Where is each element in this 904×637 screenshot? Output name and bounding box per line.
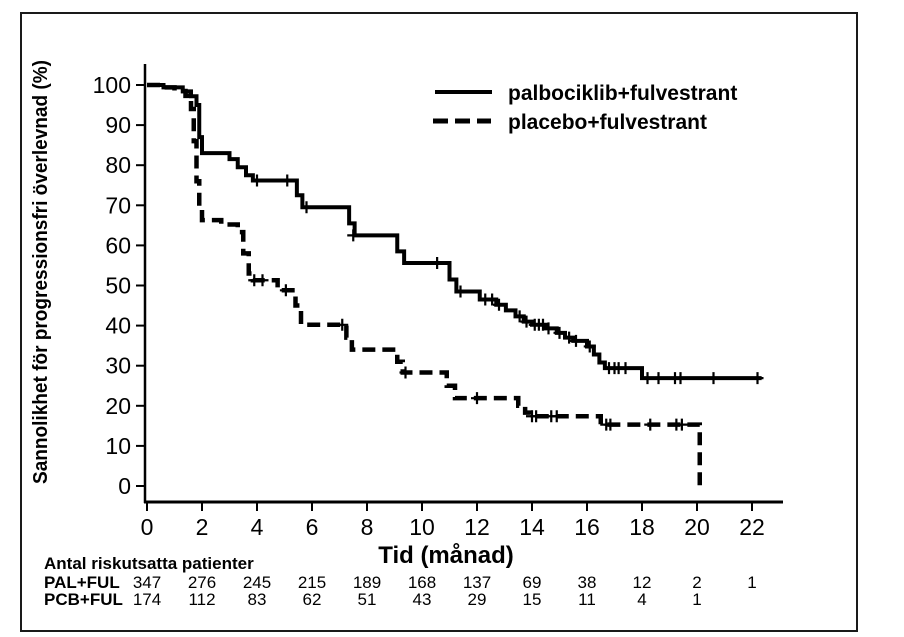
risk-count: 51 [357, 590, 377, 609]
risk-count: 43 [412, 590, 432, 609]
censor-mark [675, 418, 688, 431]
risk-row-label: PAL+FUL [44, 573, 120, 592]
legend-label-placebo: placebo+fulvestrant [508, 111, 707, 134]
x-tick-label: 22 [739, 514, 765, 540]
risk-count: 69 [522, 573, 542, 592]
censor-mark [300, 201, 313, 214]
censor-mark [550, 410, 563, 423]
risk-count: 168 [407, 573, 437, 592]
risk-count: 215 [297, 573, 327, 592]
censor-mark [399, 366, 412, 379]
risk-count: 137 [462, 573, 492, 592]
censor-mark [563, 331, 576, 344]
x-tick-label: 6 [306, 514, 319, 540]
x-tick-label: 16 [574, 514, 600, 540]
survival-curve-placebo [147, 82, 702, 486]
legend-label-palbociklib: palbociklib+fulvestrant [508, 82, 737, 105]
risk-count: 4 [637, 590, 647, 609]
censor-mark [513, 310, 526, 323]
risk-count: 1 [747, 573, 757, 592]
y-axis: 0 10 20 30 40 50 60 70 80 90 100 [93, 64, 147, 503]
y-tick-label: 50 [105, 273, 131, 299]
censor-mark [707, 372, 720, 385]
risk-count: 276 [187, 573, 217, 592]
risk-count: 15 [522, 590, 542, 609]
censor-mark [520, 315, 533, 328]
x-tick-label: 10 [409, 514, 435, 540]
censor-mark [454, 285, 467, 298]
x-axis-title: Tid (månad) [378, 542, 514, 569]
y-tick-label: 100 [93, 72, 131, 98]
censor-mark [674, 372, 687, 385]
risk-count: 11 [578, 590, 596, 609]
y-axis-title: Sannolikhet för progressionsfri överlevn… [30, 60, 52, 484]
risk-count: 12 [632, 573, 652, 592]
x-tick-label: 14 [519, 514, 545, 540]
risk-row-pcb-ful: PCB+FUL 174 112 83 62 51 43 29 15 11 4 1 [0, 590, 904, 609]
risk-count: 174 [132, 590, 162, 609]
risk-count: 83 [247, 590, 267, 609]
censor-mark [604, 418, 617, 431]
y-tick-label: 20 [105, 393, 131, 419]
risk-count: 1 [692, 590, 702, 609]
censor-mark [641, 372, 654, 385]
censor-mark [431, 257, 444, 270]
risk-row-label: PCB+FUL [44, 590, 123, 609]
x-tick-label: 8 [361, 514, 374, 540]
risk-count: 38 [577, 573, 597, 592]
censor-mark [256, 274, 269, 287]
censor-mark [751, 372, 764, 385]
censor-mark [279, 284, 292, 297]
y-tick-label: 90 [105, 112, 131, 138]
x-tick-label: 18 [629, 514, 655, 540]
risk-count: 112 [188, 590, 216, 609]
y-tick-label: 10 [105, 433, 131, 459]
y-tick-label: 70 [105, 192, 131, 218]
y-tick-label: 0 [118, 473, 131, 499]
censor-mark [542, 322, 555, 335]
x-tick-label: 0 [141, 514, 154, 540]
censor-mark [471, 392, 483, 405]
censor-mark [570, 334, 582, 347]
risk-count: 347 [132, 573, 162, 592]
censor-mark [583, 340, 596, 353]
censor-mark [281, 174, 294, 187]
risk-count: 62 [302, 590, 322, 609]
x-axis: 0 2 4 6 8 10 12 14 16 18 20 22 [141, 500, 783, 540]
y-tick-label: 60 [105, 232, 131, 258]
censor-mark [553, 326, 566, 339]
censor-mark [493, 298, 505, 311]
y-tick-label: 30 [105, 353, 131, 379]
x-tick-label: 4 [251, 514, 264, 540]
x-tick-label: 2 [196, 514, 209, 540]
censor-mark [486, 293, 499, 306]
y-tick-label: 40 [105, 313, 131, 339]
risk-count: 189 [352, 573, 382, 592]
risk-table-title: Antal riskutsatta patienter [44, 554, 254, 573]
figure-border [20, 12, 858, 632]
censor-mark [347, 229, 360, 242]
censor-mark [530, 410, 543, 423]
censor-mark [336, 318, 349, 331]
y-tick-label: 80 [105, 152, 131, 178]
x-tick-label: 20 [684, 514, 710, 540]
legend: palbociklib+fulvestrant placebo+fulvestr… [433, 82, 737, 134]
x-tick-label: 12 [464, 514, 490, 540]
risk-count: 29 [467, 590, 487, 609]
censor-mark [644, 418, 657, 431]
censor-mark [619, 362, 632, 375]
risk-count: 2 [692, 573, 702, 592]
censor-mark [652, 372, 665, 385]
risk-count: 245 [242, 573, 272, 592]
risk-row-pal-ful: PAL+FUL 347 276 245 215 189 168 137 69 38 12 2 1 [0, 573, 904, 592]
censor-mark [251, 174, 263, 187]
